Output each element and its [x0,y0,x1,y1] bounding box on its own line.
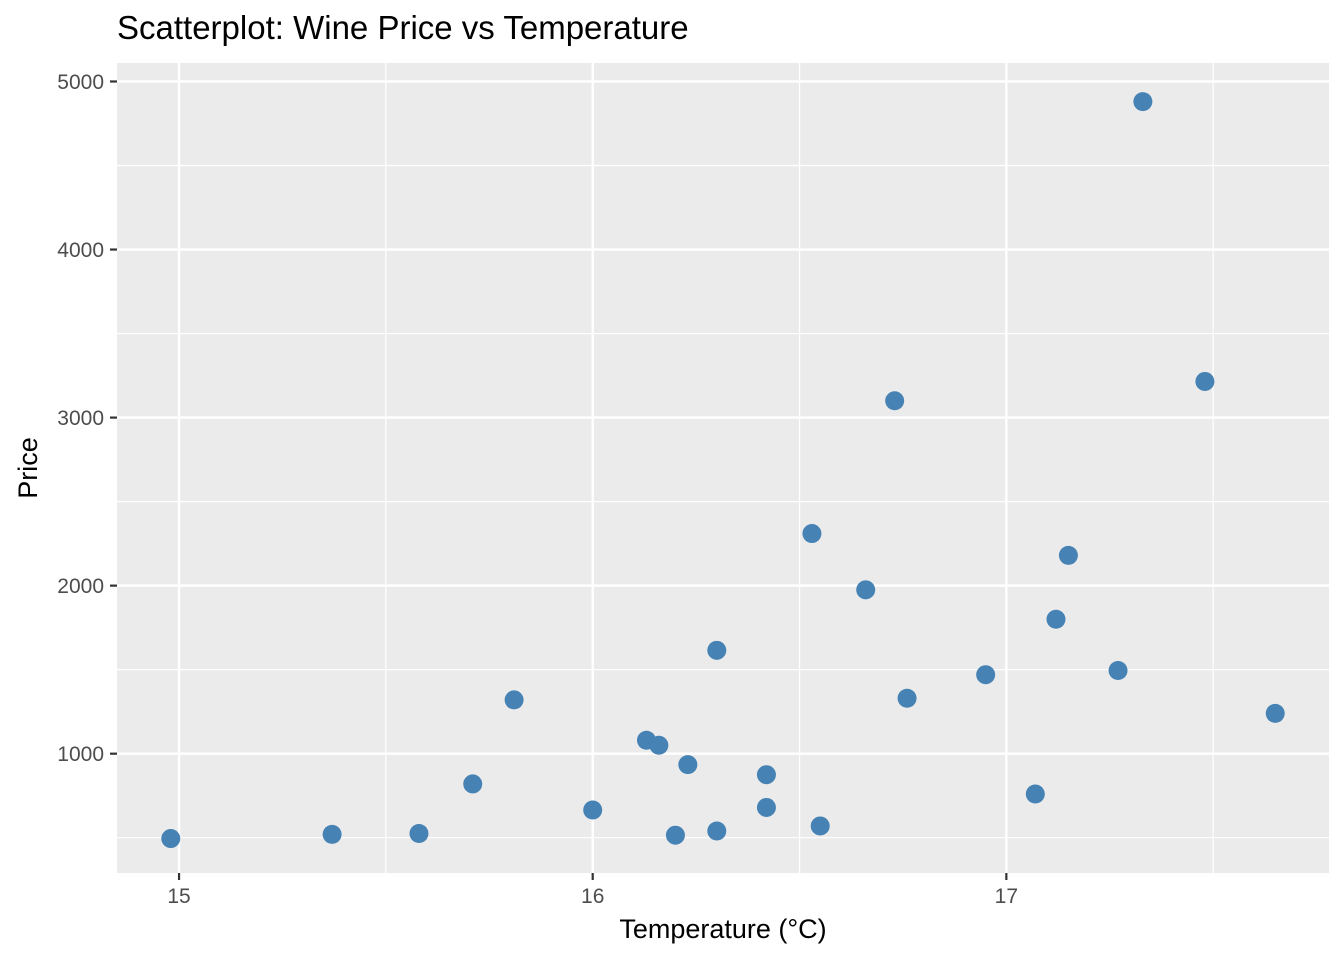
y-axis: 1000 2000 3000 4000 5000 [57,71,117,766]
data-point [1058,545,1078,565]
data-point [504,690,524,710]
data-point [756,765,776,785]
y-tick-label: 4000 [57,239,104,262]
data-point [707,640,727,660]
plot-panel [117,63,1329,873]
x-tick-label: 17 [995,885,1018,908]
y-tick-label: 5000 [57,71,104,94]
data-point [707,821,727,841]
data-point [409,824,429,844]
x-axis-title: Temperature (°C) [619,914,826,944]
chart-title: Scatterplot: Wine Price vs Temperature [117,9,689,46]
data-point [678,755,698,775]
data-point [1025,784,1045,804]
data-point [583,800,603,820]
data-point [802,524,822,544]
data-point [322,824,342,844]
minor-gridlines [117,63,1329,873]
data-point [756,797,776,817]
x-axis: 15 16 17 [167,873,1018,908]
data-points [161,92,1285,849]
data-point [976,665,996,685]
y-axis-title: Price [13,437,43,499]
data-point [1195,371,1215,391]
data-point [1133,92,1153,112]
data-point [1046,609,1066,629]
data-point [649,735,669,755]
data-point [856,580,876,600]
data-point [463,774,483,794]
y-tick-label: 1000 [57,743,104,766]
data-point [1108,661,1128,680]
data-point [897,688,917,708]
y-tick-label: 3000 [57,407,104,430]
data-point [810,816,830,836]
major-gridlines [117,63,1329,873]
x-tick-label: 15 [167,885,190,908]
data-point [665,825,685,845]
y-tick-label: 2000 [57,575,104,598]
x-tick-label: 16 [581,885,604,908]
data-point [885,391,905,411]
data-point [161,829,181,849]
data-point [1265,703,1285,723]
